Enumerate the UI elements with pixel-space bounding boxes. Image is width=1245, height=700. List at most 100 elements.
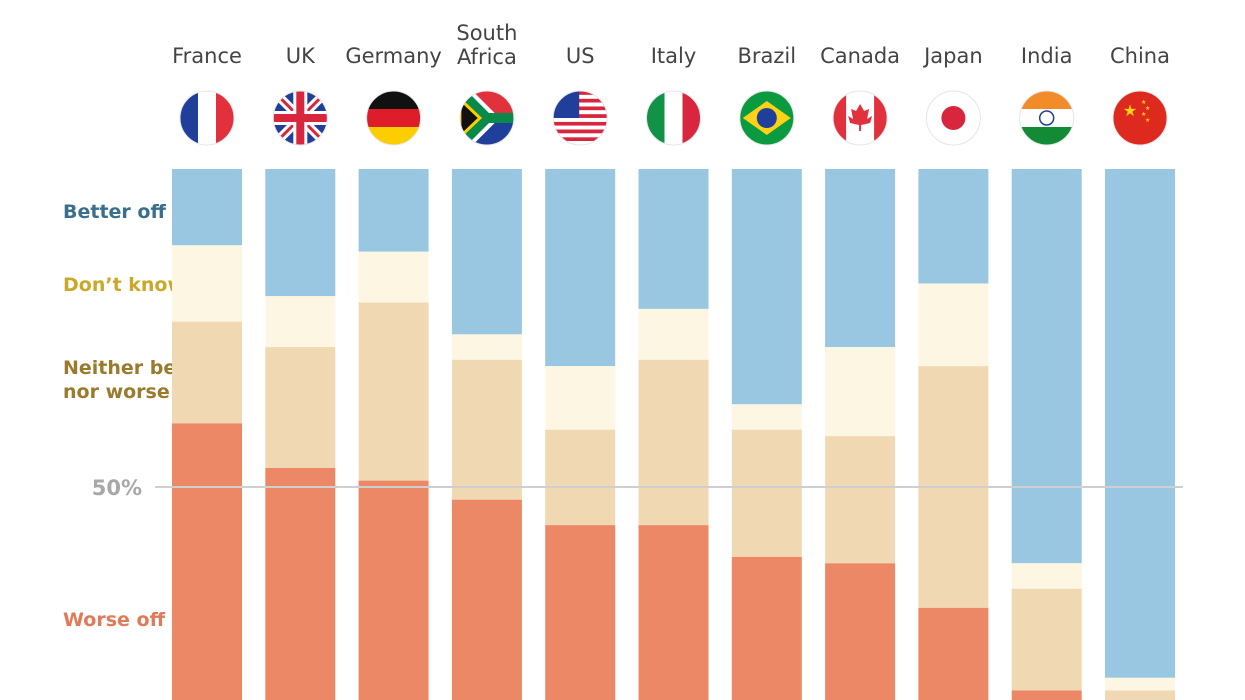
svg-text:★: ★ bbox=[1141, 99, 1146, 106]
country-label: Brazil bbox=[737, 44, 796, 68]
bar-segment-worse-off bbox=[825, 563, 896, 700]
bar-segment-don-t-know bbox=[638, 308, 709, 360]
bar-segment-worse-off bbox=[918, 607, 989, 700]
bar-segment-don-t-know bbox=[451, 334, 522, 360]
bar-segment-don-t-know bbox=[918, 283, 989, 367]
bar-segment-neither-better-nor-worse-off bbox=[451, 359, 522, 500]
legend-label: Don’t know bbox=[63, 274, 185, 296]
country-label: UK bbox=[286, 44, 316, 68]
bar-segment-don-t-know bbox=[1105, 677, 1175, 691]
bar-segment-neither-better-nor-worse-off bbox=[1011, 588, 1082, 691]
bar-segment-neither-better-nor-worse-off bbox=[172, 321, 242, 424]
flag-italy-icon bbox=[646, 91, 701, 145]
legend-label: Better off bbox=[63, 201, 166, 223]
bar-segment-worse-off bbox=[172, 423, 242, 700]
flag-border bbox=[552, 90, 608, 146]
flag-border bbox=[272, 90, 328, 146]
bars bbox=[172, 169, 1175, 700]
country-label: Africa bbox=[457, 45, 517, 69]
country-label: Canada bbox=[820, 44, 900, 68]
bar-segment-worse-off bbox=[265, 467, 336, 700]
country-label: China bbox=[1110, 44, 1170, 68]
bar-canada bbox=[825, 169, 896, 700]
bar-segment-better-off bbox=[358, 169, 429, 252]
bar-segment-neither-better-nor-worse-off bbox=[731, 429, 802, 557]
bar-segment-worse-off bbox=[1011, 690, 1082, 700]
flag-border bbox=[366, 90, 422, 146]
bar-segment-better-off bbox=[1105, 169, 1175, 678]
flag-border bbox=[459, 90, 515, 146]
bar-segment-better-off bbox=[545, 169, 616, 367]
bar-segment-don-t-know bbox=[358, 251, 429, 303]
flag-germany-icon bbox=[366, 91, 421, 145]
bar-china bbox=[1105, 169, 1175, 700]
bar-japan bbox=[918, 169, 989, 700]
country-label: France bbox=[172, 44, 242, 68]
bar-segment-worse-off bbox=[638, 525, 709, 700]
bar-south-africa bbox=[451, 169, 522, 700]
country-label: India bbox=[1021, 44, 1073, 68]
legend-label: nor worse off bbox=[63, 381, 205, 403]
bar-france bbox=[172, 169, 242, 700]
flag-brazil-icon bbox=[739, 91, 794, 145]
bar-india bbox=[1011, 169, 1082, 700]
reference-label: 50% bbox=[92, 476, 142, 500]
flag-border bbox=[925, 90, 981, 146]
bar-segment-worse-off bbox=[358, 480, 429, 700]
bar-segment-worse-off bbox=[545, 525, 616, 700]
svg-text:★: ★ bbox=[1141, 111, 1146, 118]
bar-segment-worse-off bbox=[731, 556, 802, 700]
flag-china-icon: ★ ★★★★ bbox=[1113, 91, 1167, 145]
country-label: US bbox=[566, 44, 595, 68]
bar-segment-don-t-know bbox=[731, 404, 802, 430]
bar-italy bbox=[638, 169, 709, 700]
flag-india-icon bbox=[1019, 91, 1074, 145]
bar-segment-don-t-know bbox=[265, 296, 336, 348]
country-label: Japan bbox=[922, 44, 983, 68]
flag-south-africa-icon bbox=[459, 91, 514, 145]
bar-segment-neither-better-nor-worse-off bbox=[1105, 690, 1175, 700]
bar-brazil bbox=[731, 169, 802, 700]
flag-border bbox=[739, 90, 795, 146]
bar-germany bbox=[358, 169, 429, 700]
bar-segment-worse-off bbox=[451, 499, 522, 700]
bar-segment-better-off bbox=[731, 169, 802, 405]
country-label: Italy bbox=[651, 44, 697, 68]
bar-segment-don-t-know bbox=[825, 347, 896, 437]
flag-uk-icon bbox=[273, 91, 328, 145]
flag-border bbox=[179, 90, 235, 146]
flag-border bbox=[832, 90, 888, 146]
flag-us-icon bbox=[553, 91, 608, 145]
bar-segment-neither-better-nor-worse-off bbox=[358, 302, 429, 481]
bar-segment-better-off bbox=[825, 169, 896, 348]
country-label: South bbox=[456, 21, 517, 45]
bar-segment-better-off bbox=[451, 169, 522, 335]
bar-segment-better-off bbox=[1011, 169, 1082, 564]
reference-line-50: 50% bbox=[92, 476, 1183, 500]
svg-text:★: ★ bbox=[1145, 117, 1150, 124]
bar-uk bbox=[265, 169, 336, 700]
flag-border bbox=[1019, 90, 1075, 146]
bar-segment-better-off bbox=[172, 169, 242, 246]
bar-segment-better-off bbox=[638, 169, 709, 309]
bar-segment-neither-better-nor-worse-off bbox=[638, 359, 709, 526]
bar-segment-don-t-know bbox=[545, 366, 616, 430]
bar-segment-neither-better-nor-worse-off bbox=[545, 429, 616, 526]
country-label: Germany bbox=[345, 44, 442, 68]
bar-segment-neither-better-nor-worse-off bbox=[265, 347, 336, 468]
bar-segment-don-t-know bbox=[1011, 563, 1082, 589]
svg-text:★: ★ bbox=[1123, 101, 1137, 120]
bar-segment-don-t-know bbox=[172, 245, 242, 322]
svg-text:★: ★ bbox=[1145, 105, 1150, 112]
bar-segment-neither-better-nor-worse-off bbox=[825, 436, 896, 564]
bar-us bbox=[545, 169, 616, 700]
bar-segment-better-off bbox=[265, 169, 336, 297]
legend-label: Worse off bbox=[63, 609, 166, 631]
flag-border bbox=[646, 90, 701, 146]
flag-border bbox=[1112, 90, 1168, 146]
flag-japan-icon bbox=[926, 91, 981, 145]
flag-france-icon bbox=[180, 91, 234, 145]
bar-segment-better-off bbox=[918, 169, 989, 284]
